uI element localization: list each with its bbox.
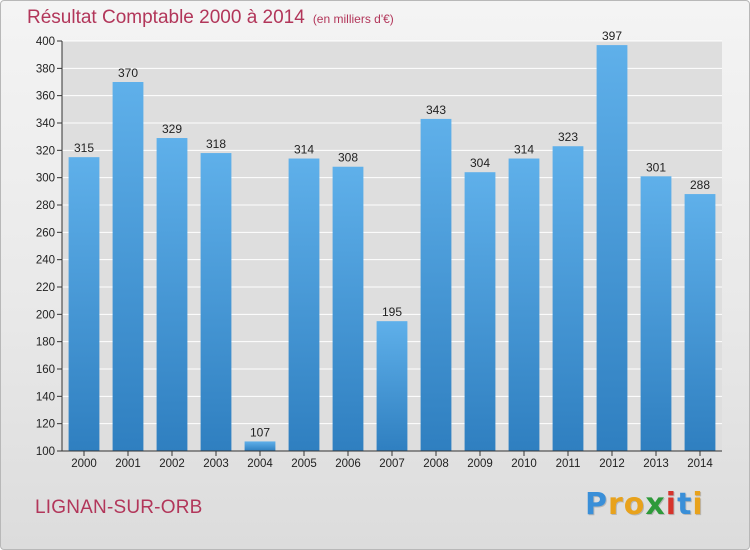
commune-name: LIGNAN-SUR-ORB xyxy=(35,497,203,518)
data-label: 397 xyxy=(602,29,622,43)
axes: 100 120 140 160 180 200 220 240 260 280 300 320 340 3… xyxy=(36,36,722,470)
chart-title-main: Résultat Comptable 2000 à 2014 xyxy=(27,7,305,28)
data-label: 315 xyxy=(74,141,94,155)
x-tick-label: 2011 xyxy=(556,458,581,470)
data-label: 314 xyxy=(294,143,314,157)
data-label: 301 xyxy=(646,160,666,174)
bar xyxy=(288,158,320,452)
logo-letter: i xyxy=(692,487,704,522)
y-tick-label: 380 xyxy=(36,63,55,75)
x-tick-label: 2008 xyxy=(423,458,449,470)
logo-letter: o xyxy=(623,487,646,522)
x-tick-label: 2002 xyxy=(159,458,185,470)
data-label: 288 xyxy=(690,178,710,192)
bar xyxy=(684,194,716,452)
data-label: 318 xyxy=(206,137,226,151)
y-tick-label: 100 xyxy=(36,446,55,458)
data-label: 323 xyxy=(558,130,578,144)
proxiti-logo: Proxiti xyxy=(585,487,704,522)
y-tick-label: 200 xyxy=(36,309,55,321)
x-tick-label: 2014 xyxy=(687,458,713,470)
y-tick-label: 140 xyxy=(36,391,55,403)
y-tick-label: 260 xyxy=(36,227,55,239)
data-label: 329 xyxy=(162,122,182,136)
logo-letter: t xyxy=(677,487,693,522)
logo-letter: x xyxy=(645,487,666,522)
data-label: 107 xyxy=(250,425,270,439)
x-tick-label: 2009 xyxy=(467,458,493,470)
bar xyxy=(464,172,496,451)
x-tick-label: 2007 xyxy=(379,458,405,470)
bar xyxy=(200,153,232,452)
bar xyxy=(508,158,540,452)
logo-letter: r xyxy=(608,487,624,522)
y-tick-label: 120 xyxy=(36,419,55,431)
y-tick-label: 340 xyxy=(36,118,55,130)
x-tick-label: 2001 xyxy=(115,458,141,470)
y-tick-label: 300 xyxy=(36,173,55,185)
bar xyxy=(640,176,672,452)
y-tick-label: 280 xyxy=(36,200,55,212)
y-tick-label: 220 xyxy=(36,282,55,294)
x-tick-label: 2010 xyxy=(511,458,537,470)
y-tick-label: 320 xyxy=(36,145,55,157)
x-tick-label: 2013 xyxy=(643,458,669,470)
y-tick-label: 360 xyxy=(36,91,55,103)
bar xyxy=(420,118,452,452)
bar xyxy=(68,157,100,451)
bar xyxy=(552,146,584,451)
data-label: 195 xyxy=(382,305,402,319)
x-tick-label: 2005 xyxy=(291,458,317,470)
bar xyxy=(596,45,628,451)
data-label: 314 xyxy=(514,143,534,157)
x-tick-label: 2006 xyxy=(335,458,361,470)
bar xyxy=(112,82,144,451)
data-label: 304 xyxy=(470,156,490,170)
bar xyxy=(156,138,188,452)
x-tick-label: 2003 xyxy=(203,458,229,470)
data-label: 343 xyxy=(426,103,446,117)
bar xyxy=(376,321,408,451)
x-tick-label: 2004 xyxy=(247,458,273,470)
y-tick-label: 180 xyxy=(36,337,55,349)
chart-subtitle: (en milliers d'€) xyxy=(312,12,394,26)
bar xyxy=(332,166,364,451)
chart-title: Résultat Comptable 2000 à 2014 (en millie… xyxy=(27,7,394,29)
y-tick-label: 400 xyxy=(36,36,55,48)
logo-letter: i xyxy=(665,487,678,522)
bar xyxy=(244,441,276,451)
data-label: 308 xyxy=(338,151,358,165)
y-tick-label: 240 xyxy=(36,255,55,267)
x-tick-label: 2012 xyxy=(599,458,625,470)
bars: 315 370 329 318 107 314 308 195 343 304 314 323 397 3… xyxy=(68,29,716,452)
y-tick-label: 160 xyxy=(36,364,55,376)
x-tick-label: 2000 xyxy=(71,458,97,470)
data-label: 370 xyxy=(118,66,138,80)
logo-letter: P xyxy=(585,487,608,522)
